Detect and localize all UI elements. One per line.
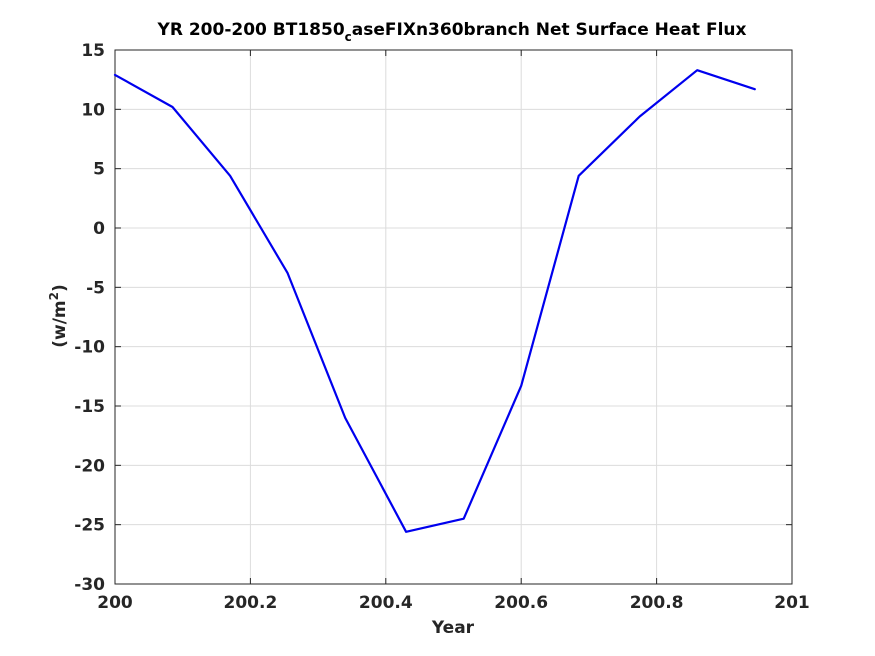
plot-area — [114, 49, 793, 585]
chart-title: YR 200-200 BT1850caseFIXn360branch Net S… — [157, 20, 747, 44]
y-tick-label: 10 — [81, 100, 105, 120]
y-axis-label-superscript: 2 — [47, 292, 61, 300]
y-tick-label: 0 — [93, 219, 105, 239]
chart-title-suffix: aseFIXn360branch Net Surface Heat Flux — [352, 20, 747, 40]
x-axis-label: Year — [431, 618, 475, 638]
x-tick-label: 200.6 — [494, 593, 548, 613]
y-tick-label: -25 — [74, 516, 105, 536]
x-tick-label: 200 — [97, 593, 133, 613]
ticks: 200 200.2 200.4 200.6 200.8 201 15 10 5 0 -5 -10 -15… — [74, 41, 809, 613]
chart-title-subscript: c — [345, 30, 352, 44]
y-tick-label: -10 — [74, 338, 105, 358]
x-tick-label: 201 — [774, 593, 810, 613]
y-tick-label: 5 — [93, 160, 105, 180]
y-tick-label: -15 — [74, 397, 105, 417]
x-tick-label: 200.4 — [359, 593, 413, 613]
y-axis-label-text: (w/m — [50, 300, 70, 347]
series-line-0 — [113, 69, 756, 533]
y-tick-label: -20 — [74, 456, 105, 476]
axes-box — [114, 49, 793, 585]
series-layer — [113, 69, 756, 533]
y-axis-label: (w/m2) — [47, 284, 70, 348]
y-tick-label: 15 — [81, 41, 105, 61]
y-axis-label-close: ) — [50, 284, 70, 292]
x-tick-label: 200.2 — [224, 593, 278, 613]
y-tick-label: -5 — [86, 278, 105, 298]
y-tick-label: -30 — [74, 575, 105, 595]
x-tick-label: 200.8 — [630, 593, 684, 613]
chart-title-prefix: YR 200-200 BT1850 — [157, 20, 345, 40]
